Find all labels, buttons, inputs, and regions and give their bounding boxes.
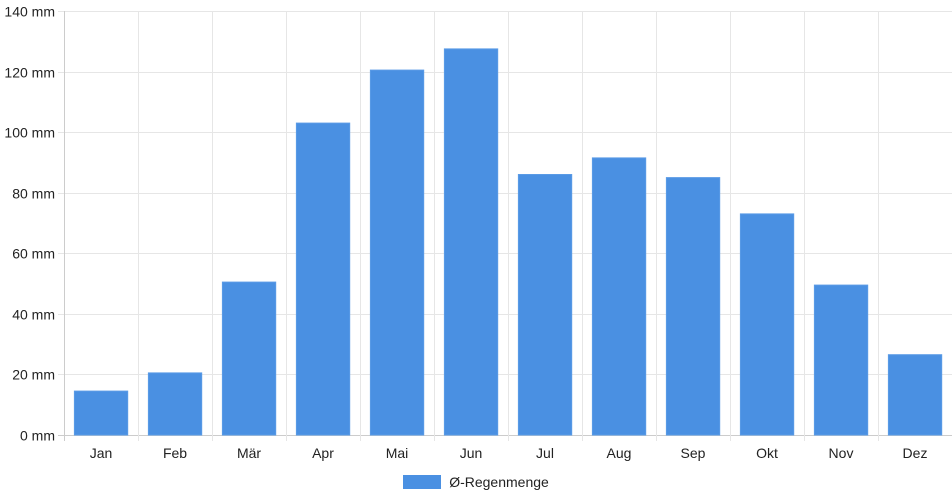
bar[interactable]: [591, 157, 647, 436]
bar[interactable]: [443, 48, 499, 436]
grid-lines: [58, 11, 952, 441]
bar[interactable]: [73, 390, 129, 436]
legend-label: Ø-Regenmenge: [449, 474, 549, 490]
bar[interactable]: [295, 122, 351, 436]
y-tick-label: 40 mm: [12, 307, 55, 323]
bar[interactable]: [221, 281, 277, 436]
bar[interactable]: [665, 177, 721, 436]
bar[interactable]: [517, 174, 573, 436]
x-tick-label: Mär: [237, 445, 261, 461]
x-tick-label: Jun: [460, 445, 483, 461]
x-tick-label: Jan: [90, 445, 113, 461]
x-tick-label: Feb: [163, 445, 187, 461]
y-tick-label: 60 mm: [12, 246, 55, 262]
y-tick-label: 0 mm: [20, 428, 55, 444]
y-tick-label: 140 mm: [4, 4, 55, 20]
bar[interactable]: [369, 69, 425, 436]
x-tick-label: Nov: [829, 445, 854, 461]
chart-canvas: 0 mm 20 mm 40 mm 60 mm 80 mm 100 mm 120 mm 140 …: [4, 4, 952, 462]
bar[interactable]: [147, 372, 203, 436]
x-tick-label: Mai: [386, 445, 409, 461]
bars: [73, 48, 943, 436]
y-tick-label: 100 mm: [4, 125, 55, 141]
x-tick-label: Dez: [903, 445, 928, 461]
x-tick-label: Sep: [681, 445, 706, 461]
tick-labels: 0 mm 20 mm 40 mm 60 mm 80 mm 100 mm 120 mm 140 …: [4, 4, 927, 462]
y-tick-label: 20 mm: [12, 367, 55, 383]
legend-swatch: [403, 475, 442, 489]
x-tick-label: Jul: [536, 445, 554, 461]
bar[interactable]: [813, 284, 869, 436]
bar[interactable]: [739, 213, 795, 436]
y-tick-label: 120 mm: [4, 65, 55, 81]
x-tick-label: Apr: [312, 445, 334, 461]
bar[interactable]: [887, 354, 943, 436]
y-tick-label: 80 mm: [12, 186, 55, 202]
legend[interactable]: Ø-Regenmenge: [0, 472, 952, 492]
x-tick-label: Okt: [756, 445, 778, 461]
x-tick-label: Aug: [607, 445, 632, 461]
